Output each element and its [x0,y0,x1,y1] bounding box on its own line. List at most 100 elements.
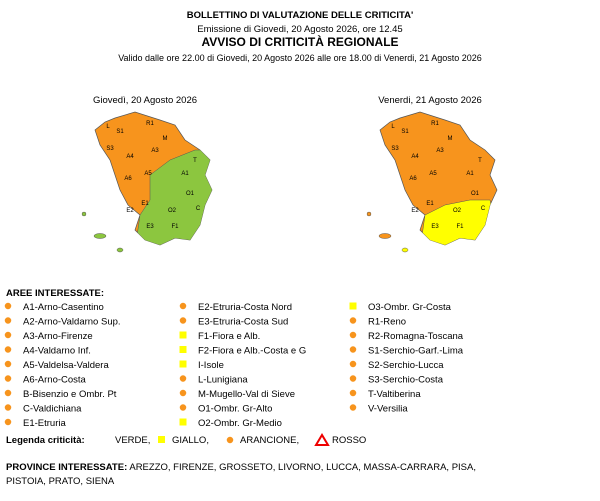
zone-label: R1 [146,121,154,127]
area-icon [179,346,187,353]
zone-label: A3 [151,148,159,154]
zone-label: M [163,136,168,142]
area-item: R2-Romagna-Toscana [368,331,464,342]
area-item: F1-Fiora e Alb. [198,331,260,342]
zone-label: S1 [401,129,409,135]
zone-label: A3 [436,148,444,154]
zone-label: O1 [471,191,480,197]
zone-label: A6 [409,176,417,182]
zone-label: A6 [124,176,132,182]
legend-item: ROSSO [332,435,366,446]
zone-label: E1 [426,201,434,207]
area-icon [178,301,188,311]
zone-label: F1 [171,224,179,230]
legend-item: ARANCIONE, [240,435,299,446]
zone-label: C [481,206,486,212]
area-icon [348,315,358,326]
zone-label: S1 [116,129,124,135]
area-item: A5-Valdelsa-Valdera [23,360,109,371]
area-item: O1-Ombr. Gr-Alto [198,404,272,415]
area-item: A4-Valdarno Inf. [23,346,91,357]
zone-label: O1 [186,191,195,197]
area-item: A3-Arno-Firenze [23,331,93,342]
area-item: F2-Fiora e Alb.-Costa e G [198,346,306,357]
area-item: E1-Etruria [23,418,66,429]
zone-label: S3 [106,146,114,152]
area-icon [349,302,357,310]
area-icon [178,373,188,384]
legend-icon [314,433,330,446]
area-item: E2-Etruria-Costa Nord [198,302,292,313]
provinces-list: AREZZO, FIRENZE, GROSSETO, LIVORNO, LUCC… [129,462,476,473]
provinces-list: PISTOIA, PRATO, SIENA [6,476,115,487]
zone-label: F1 [456,224,464,230]
area-icon [3,301,13,311]
area-item: R1-Reno [368,317,406,328]
zone-label: O2 [168,208,177,214]
areas-list: A1-Arno-Casentino A2-Arno-Valdarno Sup. A3… [3,301,464,429]
area-icon [348,359,358,369]
emission: Emissione di Giovedi, 20 Agosto 2026, or… [197,24,402,35]
map-title: Giovedì, 20 Agosto 2026 [93,95,197,106]
subtitle: AVVISO DI CRITICITÀ REGIONALE [201,34,398,49]
zone-label: R1 [431,121,439,127]
zone-label: E1 [141,201,149,207]
area-icon [178,402,188,413]
zone-label: C [196,206,201,212]
map-left: Giovedì, 20 Agosto 2026 S1 S3 R1 L T A3 A4 M A1 A… [81,95,213,253]
area-icon [348,344,358,355]
title: BOLLETTINO DI VALUTAZIONE DELLE CRITICIT… [187,10,414,21]
provinces: PROVINCE INTERESSATE: AREZZO, FIRENZE, G… [6,462,476,473]
areas-title: AREE INTERESSATE: [6,288,104,299]
validity: Valido dalle ore 22.00 di Giovedi, 20 Ag… [118,53,482,63]
zone-label: A5 [429,171,437,177]
area-item: C-Valdichiana [23,404,82,415]
area-icon [178,388,188,398]
area-icon [3,402,13,413]
area-icon [3,417,13,427]
zone-label: L [391,124,395,130]
zone-label: M [448,136,453,142]
legend-item: GIALLO, [172,435,209,446]
area-icon [348,402,358,413]
zone-label: S3 [391,146,399,152]
area-icon [348,373,358,384]
area-item: A6-Arno-Costa [23,375,87,386]
area-item: V-Versilia [368,404,408,415]
area-item: S2-Serchio-Lucca [368,360,444,371]
area-icon [3,344,13,355]
area-icon [3,330,13,340]
area-item: T-Valtiberina [368,389,421,400]
provinces-title: PROVINCE INTERESSATE: [6,462,127,473]
area-icon [348,388,358,398]
zone-label: A4 [126,154,134,160]
area-icon [3,315,13,326]
zone-label: A1 [181,171,189,177]
area-item: I-Isole [198,360,224,371]
zone-label: T [478,158,482,164]
area-icon [179,418,187,426]
legend-icon [158,436,165,443]
zone-label: A1 [466,171,474,177]
zone-label: A4 [411,154,419,160]
zone-label: A5 [144,171,152,177]
zone-label: E2 [411,208,419,214]
zone-label: L [106,124,110,130]
zone-label: E3 [146,224,154,230]
map-right: Venerdi, 21 Agosto 2026 S1 S3 R1 L T A3 A4 M A1 A… [366,95,498,253]
area-icon [3,373,13,384]
area-icon [348,330,358,340]
area-icon [3,388,13,398]
area-item: L-Lunigiana [198,375,248,386]
area-item: M-Mugello-Val di Sieve [198,389,295,400]
area-item: A2-Arno-Valdarno Sup. [23,317,121,328]
area-item: E3-Etruria-Costa Sud [198,317,288,328]
area-icon [178,315,188,326]
map-title: Venerdi, 21 Agosto 2026 [378,95,482,106]
legend-item: VERDE, [115,435,150,446]
area-icon [3,359,13,369]
zone-label: E2 [126,208,134,214]
zone-label: T [193,158,197,164]
